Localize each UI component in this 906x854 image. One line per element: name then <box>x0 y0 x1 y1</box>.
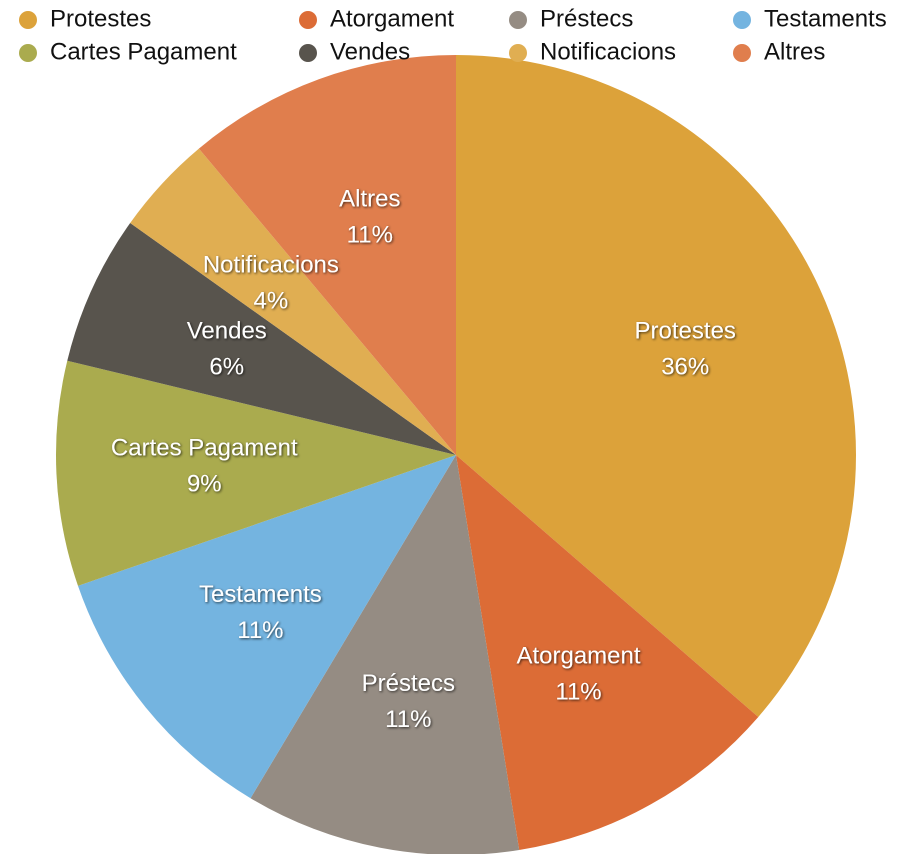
legend-swatch <box>509 11 527 29</box>
slice <box>198 55 456 455</box>
legend-label: Préstecs <box>540 5 633 32</box>
slice-value: 11% <box>555 679 601 706</box>
legend-swatch <box>19 11 37 29</box>
legend-label: Atorgament <box>330 5 454 32</box>
legend-swatch <box>733 11 751 29</box>
legend-label: Cartes Pagament <box>50 38 237 65</box>
slice <box>130 148 456 456</box>
legend-swatch <box>299 44 317 62</box>
slice <box>77 455 457 799</box>
slice-label: Testaments <box>199 581 322 608</box>
legend-label: Testaments <box>764 5 887 32</box>
slice-label: Cartes Pagament <box>111 434 298 461</box>
legend-swatch <box>19 44 37 62</box>
slice-label: Altres <box>339 186 400 213</box>
slice-value: 4% <box>254 287 289 314</box>
slice-value: 36% <box>661 354 709 381</box>
slice-label: Vendes <box>187 318 267 345</box>
legend: Protestes Atorgament Préstecs Testaments Car… <box>19 5 887 65</box>
slice-label: Atorgament <box>516 643 640 670</box>
slice-value: 11% <box>385 706 431 733</box>
legend-label: Vendes <box>330 38 410 65</box>
slice <box>56 360 456 586</box>
slice-value: 11% <box>347 222 393 249</box>
legend-swatch <box>509 44 527 62</box>
legend-swatch <box>733 44 751 62</box>
legend-label: Notificacions <box>540 38 676 65</box>
slice-value: 6% <box>209 354 244 381</box>
slice-value: 11% <box>237 617 283 644</box>
slice <box>456 55 856 717</box>
slice <box>67 222 456 455</box>
slice-label: Protestes <box>635 318 736 345</box>
slice-label: Préstecs <box>362 670 455 697</box>
legend-label: Protestes <box>50 5 151 32</box>
pie <box>56 55 856 854</box>
slice-labels: Protestes 36% Atorgament 11% Préstecs 11% Test… <box>111 186 736 733</box>
slice-value: 9% <box>187 470 222 497</box>
slice <box>456 455 759 850</box>
slice-label: Notificacions <box>203 251 339 278</box>
legend-swatch <box>299 11 317 29</box>
slice <box>250 455 520 854</box>
legend-label: Altres <box>764 38 825 65</box>
